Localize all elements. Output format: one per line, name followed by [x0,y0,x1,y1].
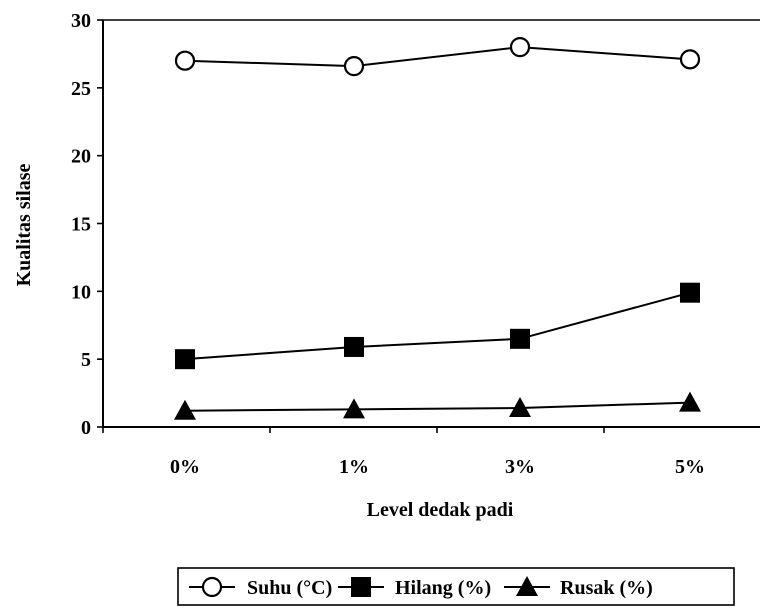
data-point-series-0 [174,50,196,71]
series-markers [174,37,701,420]
x-axis-label: Level dedak padi [367,499,514,521]
data-point-series-1 [344,336,364,357]
y-tick-label: 0 [81,417,91,439]
y-tick-label: 10 [71,281,91,303]
data-point-series-1 [510,328,530,349]
legend-marker [201,576,223,598]
y-tick-label: 15 [71,214,91,236]
data-point-series-1 [175,349,195,370]
x-tick-label: 1% [339,456,369,478]
legend-label: Rusak (%) [560,577,653,599]
tick-labels: 0 5 10 15 20 25 30 0% 1% 3% 5% [71,10,705,478]
x-tick-label: 5% [675,456,705,478]
legend-box [177,567,735,606]
y-tick-label: 30 [71,10,91,32]
data-point-series-2 [679,391,701,412]
data-point-series-2 [343,398,365,419]
data-point-series-0 [343,56,365,77]
data-point-series-0 [679,49,701,70]
series-line-2 [184,401,691,412]
data-point-series-2 [174,399,196,420]
legend: Suhu (°C) Hilang (%) Rusak (%) [177,567,735,606]
legend-marker [516,576,538,596]
data-point-series-0 [509,37,531,58]
y-tick-label: 5 [81,349,91,371]
legend-marker [351,577,371,597]
axes [97,19,760,433]
y-axis-label: Kualitas silase [13,163,35,286]
data-point-series-1 [680,282,700,303]
y-tick-label: 25 [71,78,91,100]
series-line-1 [184,291,691,361]
data-point-series-2 [509,397,531,418]
x-tick-label: 3% [505,456,535,478]
x-tick-label: 0% [170,456,200,478]
legend-label: Suhu (°C) [247,577,332,599]
legend-label: Hilang (%) [395,577,491,599]
series-line-0 [184,46,691,68]
y-tick-label: 20 [71,146,91,168]
series-lines [184,46,691,412]
